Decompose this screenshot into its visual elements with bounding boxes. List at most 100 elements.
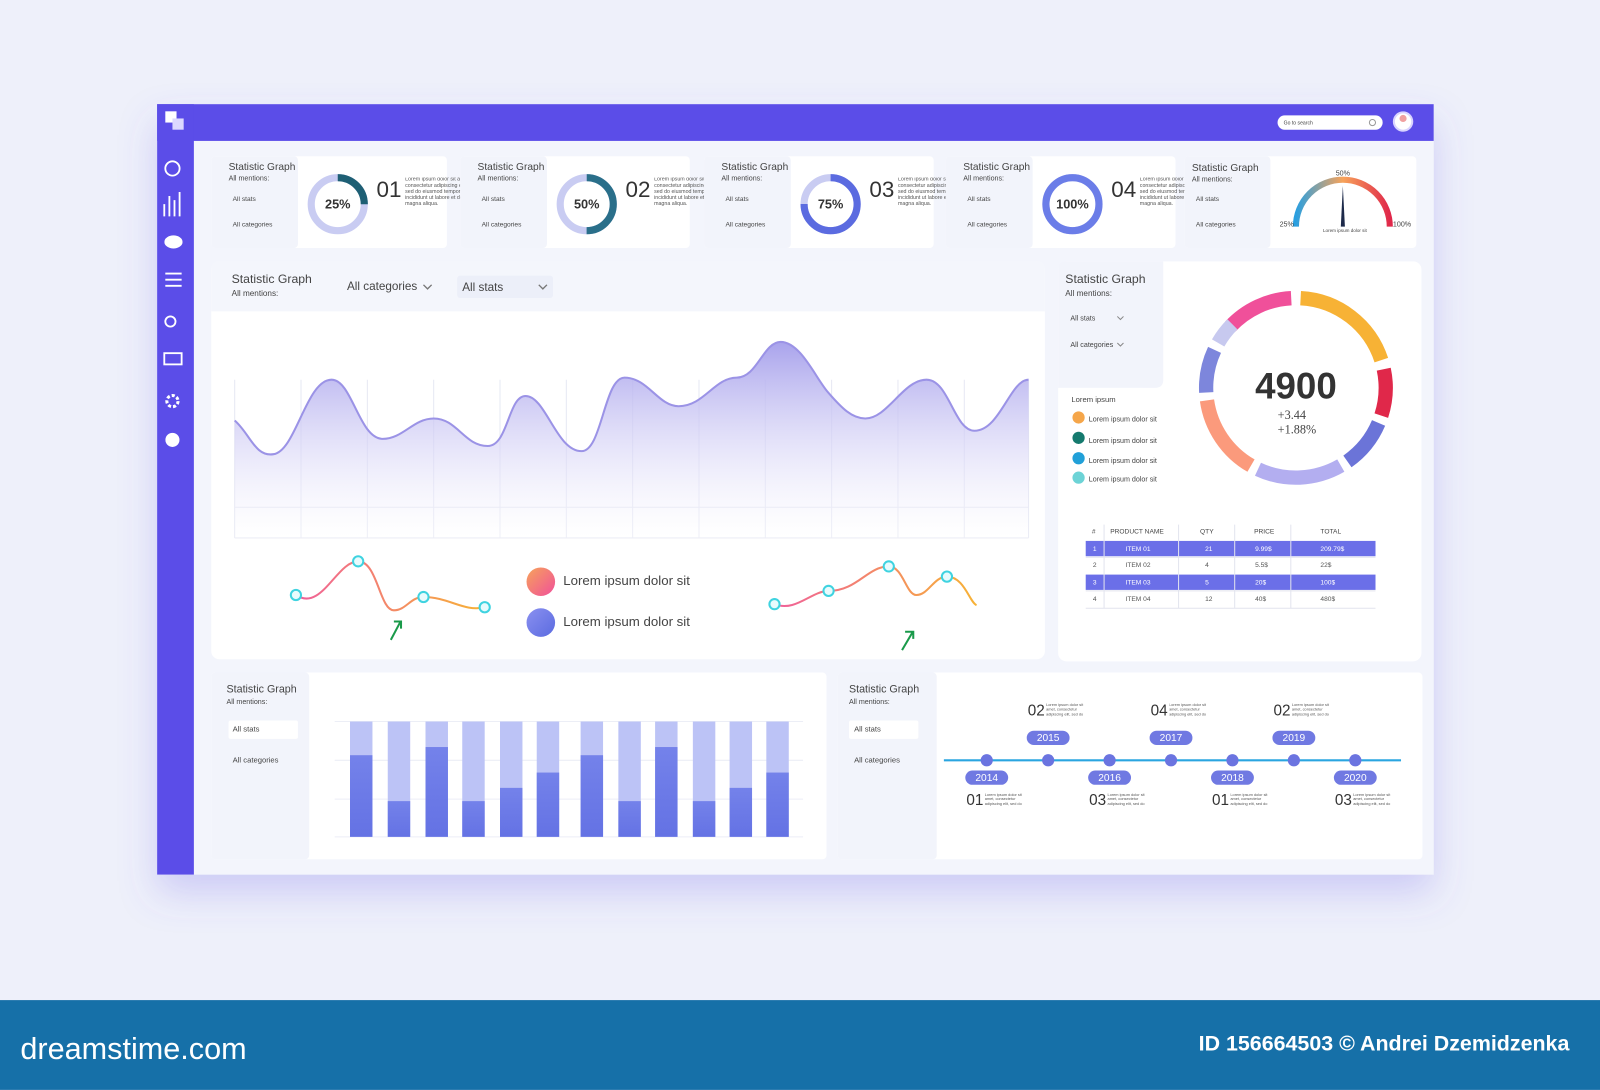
kpi-card-side (211, 156, 298, 249)
area-chart-line (234, 340, 1029, 456)
year-pill (965, 770, 1009, 785)
legend-dot (1072, 452, 1085, 465)
bar-fill (729, 787, 753, 837)
filter-label: All stats (854, 725, 881, 734)
card-paragraph-text: Lorem ipsum dolor sit amet, consectetur … (405, 177, 472, 208)
timeline-dot (980, 754, 993, 767)
footer-credit: ID 156664503 © Andrei Dzemidzenka (1199, 1032, 1571, 1056)
donut-segment (1211, 319, 1238, 347)
filter-label: All stats (482, 196, 506, 203)
donut-segment (1343, 419, 1386, 468)
footer-brand: dreamstime.com (20, 1032, 246, 1066)
icon-users[interactable] (165, 432, 180, 447)
timeline-number: 01 (1212, 792, 1229, 809)
bar-fill (766, 772, 789, 837)
panel-title: Statistic Graph (1065, 272, 1145, 286)
logo[interactable] (165, 111, 184, 130)
table-cell: 100$ (1320, 580, 1335, 587)
donut-change: +3.44 (1278, 408, 1306, 422)
legend-dot (1072, 471, 1085, 484)
year-pill (1026, 730, 1070, 745)
timeline-dot (1287, 754, 1300, 767)
year-pill (1149, 730, 1193, 745)
legend-label: Lorem ipsum dolor sit (1089, 457, 1157, 465)
stacked-bars (350, 721, 789, 837)
filter-label: All categories (482, 221, 522, 228)
icon-mail[interactable] (163, 352, 183, 366)
card-paragraph: Lorem ipsum dolor sit amet, consectetur … (654, 178, 721, 207)
bar-fill (692, 801, 716, 837)
card-subtitle: All mentions: (478, 175, 519, 183)
card-title: Statistic Graph (721, 162, 788, 173)
gauge-card-side (1184, 156, 1271, 249)
logo-square (165, 111, 177, 123)
legend-label: Lorem ipsum dolor sit (563, 573, 690, 588)
bar-fill (655, 747, 678, 837)
filter-label: All stats (1196, 196, 1220, 203)
year-pill (1088, 770, 1132, 785)
spark-dot (940, 570, 954, 583)
gauge-caption: Lorem ipsum dolor sit (1323, 228, 1367, 233)
timeline-paragraph: Lorem ipsum dolor sit amet, consectetur … (1292, 703, 1329, 716)
dropdown[interactable] (457, 275, 554, 299)
gauge-top-label: 50% (1336, 169, 1351, 177)
filter-label: All categories (854, 755, 900, 764)
dropdown[interactable] (228, 720, 298, 739)
donut-segment (1225, 291, 1292, 332)
donut-value: 4900 (1255, 366, 1337, 407)
ring-label: 50% (574, 197, 600, 212)
spark-dot (417, 590, 430, 604)
table-header: PRODUCT NAME (1110, 528, 1164, 535)
table-cell: 480$ (1320, 596, 1335, 603)
donut-segment (1374, 367, 1393, 418)
table-cell: 21 (1205, 546, 1213, 553)
icon-settings[interactable] (165, 393, 180, 409)
spark-dot (478, 601, 491, 614)
gauge-needle (1340, 185, 1345, 227)
timeline-paragraph: Lorem ipsum dolor sit amet, consectetur … (1230, 793, 1267, 806)
year-label: 2016 (1098, 773, 1121, 784)
icon-list[interactable] (165, 272, 182, 287)
dropdown-label: All categories (347, 280, 417, 293)
card-paragraph: Lorem ipsum dolor sit amet, consectetur … (898, 178, 965, 207)
search-box[interactable] (1277, 115, 1383, 130)
icon-profile[interactable] (164, 160, 181, 177)
bar-fill (387, 801, 411, 837)
ring-progress (556, 174, 617, 235)
icon-chat[interactable] (164, 235, 183, 249)
timeline-number: 03 (1089, 792, 1106, 809)
table-cell: 2 (1093, 562, 1097, 569)
icon-search[interactable] (164, 315, 177, 328)
area-chart-fill (234, 341, 1029, 538)
legend-label: Lorem ipsum dolor sit (1089, 476, 1157, 484)
table-header: QTY (1200, 528, 1214, 535)
table-cell: ITEM 02 (1126, 562, 1151, 569)
donut-segment (1199, 346, 1222, 393)
footer-bar (0, 1000, 1600, 1090)
right-panel-side (1058, 261, 1164, 388)
top-bar (157, 104, 1434, 141)
year-label: 2018 (1221, 773, 1244, 784)
table-cell: 5.5$ (1255, 562, 1268, 569)
donut-segment (1199, 399, 1255, 472)
timeline-paragraph: Lorem ipsum dolor sit amet, consectetur … (1046, 703, 1083, 716)
bar-grid (334, 721, 804, 838)
dropdown[interactable] (228, 751, 298, 770)
table-cell: ITEM 01 (1126, 546, 1151, 553)
gauge-left-label: 25% (1280, 220, 1295, 228)
card-paragraph-text: Lorem ipsum dolor sit amet, consectetur … (1139, 177, 1207, 208)
table-grid (1085, 524, 1376, 609)
dropdown[interactable] (848, 751, 919, 770)
sparkline-dots (289, 555, 954, 614)
bar-fill (500, 787, 523, 837)
dropdown[interactable] (848, 720, 919, 739)
timeline-paragraph: Lorem ipsum dolor sit amet, consectetur … (1169, 703, 1206, 716)
big-donut (1199, 291, 1393, 485)
filter-label: All stats (967, 196, 991, 203)
icon-stats[interactable] (163, 191, 181, 217)
ring-progress (800, 174, 861, 235)
dropdown[interactable] (342, 275, 437, 299)
ring-label: 100% (1056, 197, 1089, 212)
panel-title: Statistic Graph (227, 684, 297, 696)
